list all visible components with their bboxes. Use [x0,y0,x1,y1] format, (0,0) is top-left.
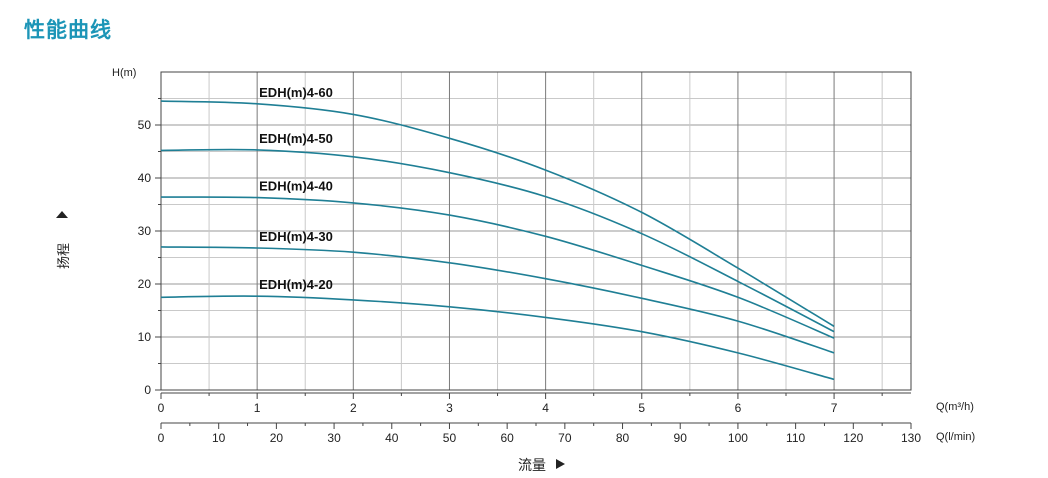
x-axis-2-tick-label: 20 [270,431,284,445]
series-label: EDH(m)4-50 [259,131,333,146]
x-axis-2-tick-label: 110 [786,431,805,445]
x-axis-m3h: 0 1 2 3 4 5 6 7 [158,392,911,415]
y-axis-unit: H(m) [112,67,136,79]
x-axis-1-tick-label: 2 [350,401,357,415]
series-curve [160,196,835,339]
x-axis-title: 流量 [518,458,546,474]
x-axis-2-tick-label: 120 [843,431,863,445]
x-axis-arrow-icon [556,459,565,469]
y-axis-title: 扬程 [57,243,72,269]
x-axis-2-tick-label: 80 [616,431,630,445]
series-label: EDH(m)4-20 [259,277,333,292]
x-axis-2-tick-label: 70 [558,431,572,445]
y-tick-label: 30 [138,224,152,238]
series-curve [160,148,835,333]
y-tick-label: 10 [138,330,152,344]
series-label: EDH(m)4-60 [259,85,333,100]
y-tick-label: 50 [138,118,152,132]
x-axis-2-tick-label: 40 [385,431,399,445]
x-axis-1-tick-label: 5 [638,401,645,415]
x-axis-2-tick-label: 30 [327,431,341,445]
x-axis-2-tick-label: 10 [212,431,226,445]
x-axis-2-tick-label: 50 [443,431,457,445]
y-axis: 0 10 20 30 40 50 [138,98,161,397]
curves [160,100,835,381]
x-axis-2-tick-label: 100 [728,431,748,445]
x-axis-1-tick-label: 3 [446,401,453,415]
x-axis-2-tick-label: 0 [158,431,165,445]
x-axis-1-tick-label: 4 [542,401,549,415]
x-axis-2-unit: Q(l/min) [936,431,975,443]
x-axis-1-tick-label: 6 [735,401,742,415]
x-axis-1-tick-label: 0 [158,401,165,415]
x-axis-lmin: 0 10 20 30 40 50 60 70 80 90 100 110 120 130 [158,422,921,445]
series-label: EDH(m)4-40 [259,179,333,194]
x-axis-2-tick-label: 130 [901,431,921,445]
series-curve [160,295,835,381]
series-label: EDH(m)4-30 [259,229,333,244]
series-curve [160,100,835,328]
x-axis-1-tick-label: 1 [254,401,261,415]
x-axis-1-tick-label: 7 [831,401,838,415]
x-axis-2-tick-label: 60 [500,431,514,445]
page-title: 性能曲线 [24,18,112,42]
x-axis-2-tick-label: 90 [674,431,688,445]
curve-labels: EDH(m)4-60 EDH(m)4-50 EDH(m)4-40 EDH(m)4-30… [259,85,333,292]
series-curve [160,246,835,354]
y-tick-label: 20 [138,277,152,291]
y-tick-label: 40 [138,171,152,185]
y-axis-arrow-icon [56,211,68,218]
x-axis-1-unit: Q(m³/h) [936,401,974,413]
y-tick-label: 0 [144,383,151,397]
